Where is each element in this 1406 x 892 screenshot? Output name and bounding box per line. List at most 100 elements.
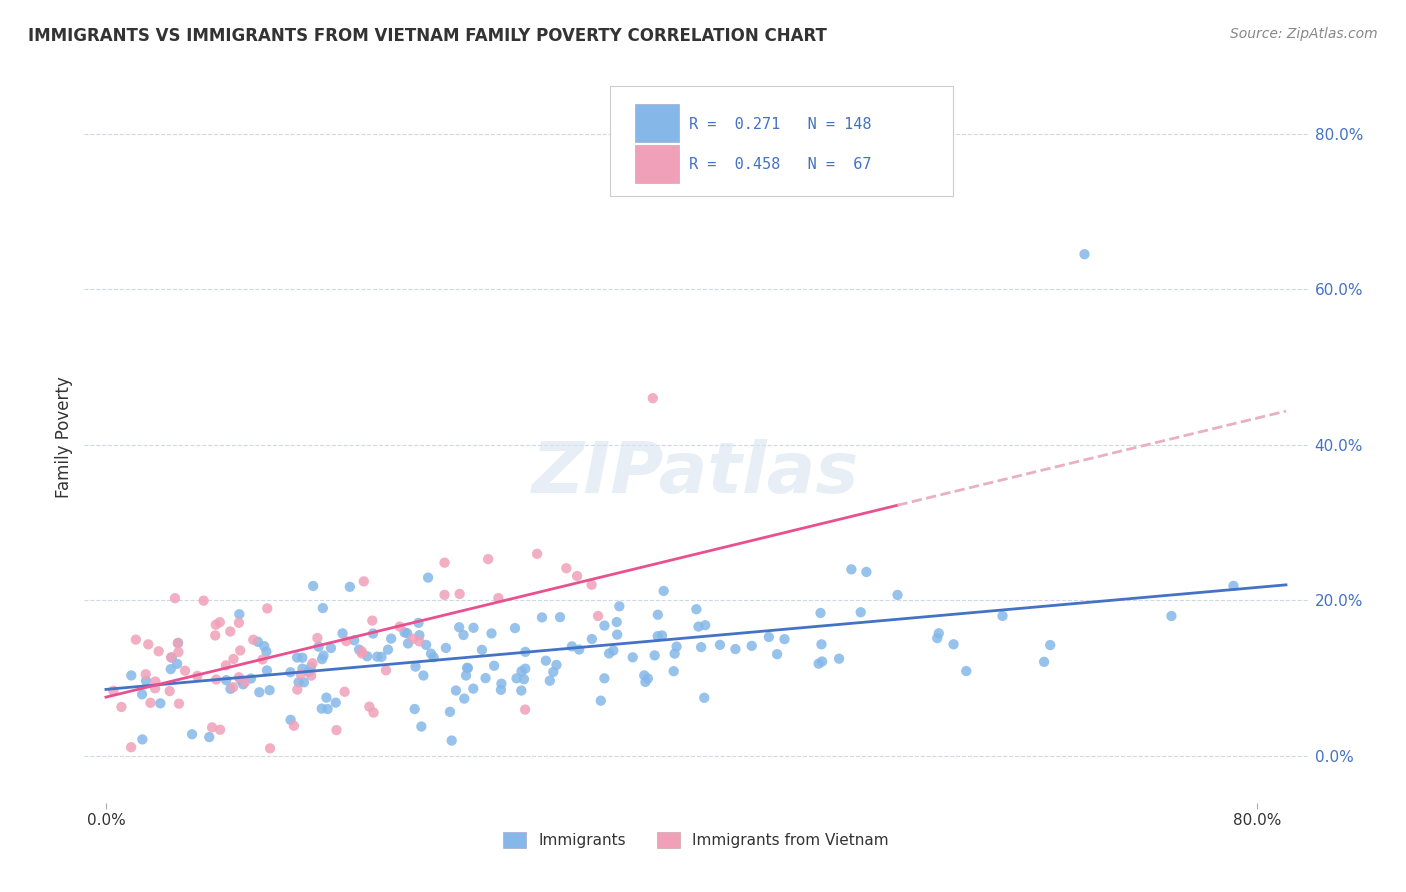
Immigrants from Vietnam: [299, 668, 322, 682]
Immigrants: [644, 648, 666, 663]
Immigrants from Vietnam: [222, 680, 245, 694]
Immigrants from Vietnam: [433, 588, 456, 602]
Immigrants from Vietnam: [285, 682, 308, 697]
Immigrants: [380, 632, 402, 646]
Immigrants: [513, 672, 536, 686]
Immigrants from Vietnam: [242, 632, 264, 647]
Immigrants: [991, 609, 1014, 624]
Immigrants: [302, 579, 325, 593]
Immigrants from Vietnam: [350, 647, 373, 661]
Immigrants from Vietnam: [363, 706, 385, 720]
Immigrants from Vietnam: [433, 556, 456, 570]
Immigrants from Vietnam: [301, 657, 323, 671]
Immigrants: [280, 665, 302, 680]
Immigrants from Vietnam: [252, 652, 274, 666]
Immigrants: [160, 650, 183, 665]
Immigrants from Vietnam: [205, 673, 228, 687]
Immigrants: [347, 642, 370, 657]
Immigrants from Vietnam: [477, 552, 499, 566]
Immigrants: [315, 690, 337, 705]
Immigrants: [463, 621, 485, 635]
Immigrants: [316, 702, 339, 716]
Immigrants: [299, 660, 322, 674]
Immigrants: [942, 637, 965, 651]
Immigrants: [647, 629, 669, 643]
Immigrants: [665, 640, 688, 654]
Immigrants from Vietnam: [555, 561, 578, 575]
Immigrants: [662, 664, 685, 678]
Immigrants: [291, 662, 314, 676]
Immigrants from Vietnam: [209, 723, 232, 737]
Immigrants: [758, 630, 780, 644]
Immigrants: [538, 673, 561, 688]
Immigrants from Vietnam: [167, 697, 190, 711]
Immigrants from Vietnam: [159, 684, 181, 698]
Immigrants: [647, 607, 669, 622]
Immigrants from Vietnam: [167, 645, 190, 659]
Immigrants: [695, 618, 717, 632]
Immigrants: [607, 599, 630, 614]
Immigrants: [664, 647, 686, 661]
Immigrants: [510, 683, 533, 698]
Immigrants: [606, 615, 628, 629]
Immigrants: [287, 675, 309, 690]
Immigrants: [489, 682, 512, 697]
Immigrants: [408, 628, 430, 642]
Immigrants: [356, 649, 378, 664]
Immigrants from Vietnam: [103, 683, 125, 698]
Immigrants: [377, 642, 399, 657]
Immigrants: [339, 580, 361, 594]
Immigrants: [1222, 579, 1244, 593]
Immigrants: [454, 668, 477, 682]
Immigrants from Vietnam: [228, 615, 250, 630]
Immigrants from Vietnam: [586, 609, 609, 624]
Immigrants from Vietnam: [402, 632, 425, 646]
Immigrants: [530, 610, 553, 624]
Immigrants: [311, 652, 333, 666]
Immigrants from Vietnam: [350, 644, 373, 658]
Immigrants: [254, 644, 277, 658]
Immigrants from Vietnam: [375, 663, 398, 677]
Immigrants: [457, 661, 479, 675]
Immigrants: [928, 626, 950, 640]
Immigrants from Vietnam: [256, 601, 278, 615]
Immigrants: [606, 627, 628, 641]
Immigrants from Vietnam: [283, 719, 305, 733]
Immigrants: [159, 662, 181, 676]
Immigrants: [415, 638, 437, 652]
Immigrants from Vietnam: [359, 699, 381, 714]
Immigrants: [232, 677, 254, 691]
Immigrants: [297, 665, 319, 679]
Immigrants: [637, 672, 659, 686]
Immigrants: [408, 615, 430, 630]
Immigrants: [503, 621, 526, 635]
Immigrants from Vietnam: [229, 643, 252, 657]
Immigrants: [491, 676, 513, 690]
Immigrants: [440, 733, 463, 747]
Immigrants: [240, 672, 263, 686]
Immigrants: [361, 626, 384, 640]
Immigrants: [688, 619, 710, 633]
Immigrants from Vietnam: [193, 593, 215, 607]
Immigrants: [453, 628, 475, 642]
Immigrants: [259, 683, 281, 698]
Immigrants: [366, 649, 388, 664]
Immigrants from Vietnam: [408, 634, 430, 648]
Text: Source: ZipAtlas.com: Source: ZipAtlas.com: [1230, 27, 1378, 41]
Immigrants: [291, 650, 314, 665]
Immigrants: [396, 626, 419, 640]
Immigrants: [505, 671, 527, 685]
Immigrants: [319, 641, 342, 656]
Immigrants from Vietnam: [166, 636, 188, 650]
Immigrants: [135, 673, 157, 688]
Immigrants: [404, 702, 426, 716]
Immigrants: [246, 635, 269, 649]
Immigrants: [312, 601, 335, 615]
Immigrants: [131, 732, 153, 747]
Immigrants from Vietnam: [333, 684, 356, 698]
Immigrants: [120, 668, 142, 682]
Immigrants: [370, 649, 392, 664]
Immigrants: [543, 665, 565, 679]
Immigrants: [593, 671, 616, 685]
Immigrants: [311, 701, 333, 715]
